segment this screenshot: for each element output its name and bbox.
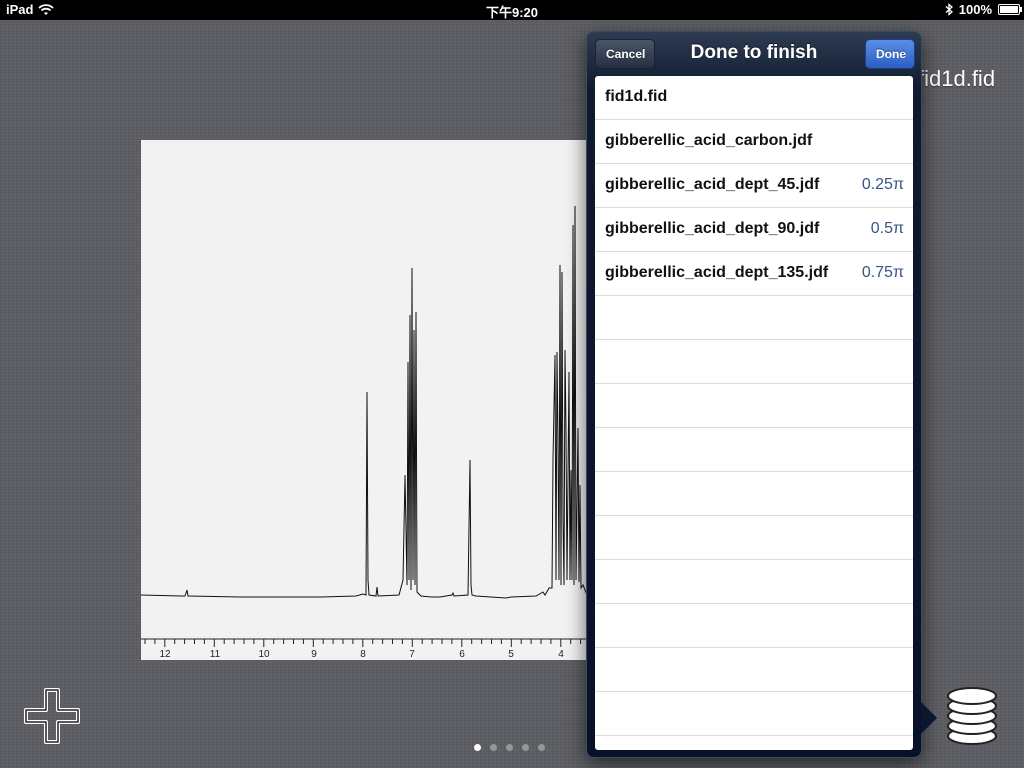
stack-icon[interactable] [944,686,1000,746]
popover-arrow [921,702,937,734]
cancel-button[interactable]: Cancel [595,39,655,69]
bluetooth-icon [945,3,953,16]
empty-row [595,472,913,516]
page-control[interactable] [474,744,545,751]
file-name: gibberellic_acid_dept_45.jdf [605,176,820,193]
phase-value: 0.75π [861,264,904,281]
empty-row [595,428,913,472]
page-dot[interactable] [474,744,481,751]
phase-value: 0.5π [870,220,904,237]
status-bar: iPad 下午9:20 100% [0,0,1024,20]
file-row-fid1d[interactable]: fid1d.fid [595,76,913,120]
tick-label-11: 11 [210,649,221,660]
file-row-dept-135[interactable]: gibberellic_acid_dept_135.jdf 0.75π [595,252,913,296]
spectrum-trace [141,205,611,599]
plus-icon[interactable] [22,686,82,746]
file-row-dept-90[interactable]: gibberellic_acid_dept_90.jdf 0.5π [595,208,913,252]
empty-row [595,296,913,340]
tick-label-12: 12 [159,649,171,660]
page-dot[interactable] [506,744,513,751]
file-row-carbon[interactable]: gibberellic_acid_carbon.jdf [595,120,913,164]
spectrum-plot: 12 11 10 9 8 7 6 5 4 [141,205,611,660]
file-picker-popover: Cancel Done to finish Done fid1d.fid gib… [586,31,937,758]
empty-row [595,340,913,384]
file-name: gibberellic_acid_carbon.jdf [605,132,813,149]
battery-fill [1000,6,1018,13]
file-list[interactable]: fid1d.fid gibberellic_acid_carbon.jdf gi… [595,76,913,750]
file-name: gibberellic_acid_dept_135.jdf [605,264,829,281]
status-time: 下午9:20 [485,5,539,20]
document-title: fid1d.fid [918,66,996,91]
x-axis-labels: 12 11 10 9 8 7 6 5 4 [159,649,564,660]
popover-title: Done to finish [690,42,818,63]
battery-percent: 100% [958,2,992,17]
tick-label-7: 7 [409,649,415,660]
battery-icon [998,4,1022,15]
spectrum-view[interactable]: 12 11 10 9 8 7 6 5 4 [141,140,611,660]
file-name: gibberellic_acid_dept_90.jdf [605,220,820,237]
page-dot[interactable] [490,744,497,751]
empty-row [595,560,913,604]
wifi-icon [38,3,55,15]
tick-label-10: 10 [258,649,270,660]
empty-row [595,692,913,736]
done-button[interactable]: Done [865,39,915,69]
empty-row [595,516,913,560]
popover-nav-bar: Cancel Done to finish Done [587,32,921,76]
tick-label-4: 4 [558,649,564,660]
tick-label-6: 6 [459,649,465,660]
empty-row [595,384,913,428]
empty-row [595,604,913,648]
tick-label-9: 9 [311,649,317,660]
device-name: iPad [6,2,34,17]
page-dot[interactable] [538,744,545,751]
tick-label-8: 8 [360,649,366,660]
tick-label-5: 5 [508,649,514,660]
file-row-dept-45[interactable]: gibberellic_acid_dept_45.jdf 0.25π [595,164,913,208]
file-name: fid1d.fid [605,88,668,105]
phase-value: 0.25π [861,176,904,193]
x-axis-ticks [144,639,611,647]
page-dot[interactable] [522,744,529,751]
empty-row [595,648,913,692]
